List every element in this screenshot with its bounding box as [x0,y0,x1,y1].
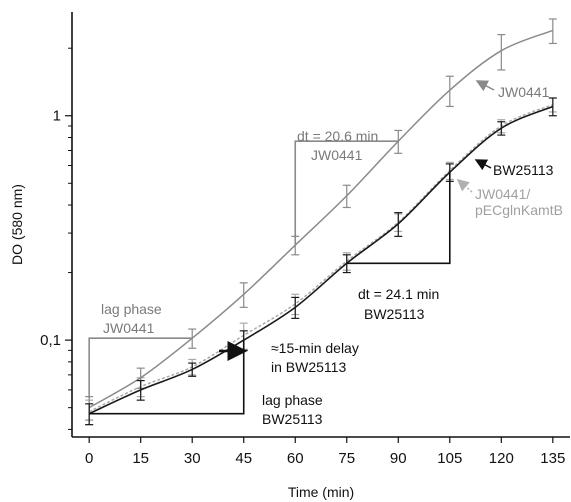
doubling-time-bw-line1: dt = 24.1 min [358,286,439,302]
doubling-time-jw-line1: dt = 20.6 min [297,128,378,144]
bracket-doubling-jw [294,140,399,246]
lag-bw-line2: BW25113 [262,411,323,427]
label-jw0441-plasmid-2: pECglnKamtB [475,202,563,218]
series-line [88,105,554,415]
x-tick-label: 45 [235,450,252,467]
bracket-lag-bw [89,340,245,415]
lag-jw-line1: lag phase [101,301,162,317]
x-tick-label: 60 [287,450,304,467]
arrow-jw0441-plasmid [456,179,473,193]
arrow-jw0441 [475,80,495,92]
series-layer [85,18,557,426]
label-jw0441: JW0441 [498,84,550,100]
delay-line2: in BW25113 [271,359,346,375]
annotation-brackets [88,140,451,415]
y-axis-title: DO (580 nm) [9,184,25,265]
axes: 0 15 30 45 60 75 90 105 120 135 0,1 1 Time (min) DO (… [9,12,570,500]
x-tick-label: 0 [85,450,93,467]
x-tick-label: 105 [437,450,462,467]
x-tick-label: 75 [338,450,355,467]
x-tick-label: 135 [540,450,565,467]
y-tick-label: 0,1 [40,332,61,349]
series-line [88,104,554,413]
arrow-bw25113 [474,159,492,171]
y-tick-label: 1 [53,108,61,125]
lag-jw-line2: JW0441 [103,320,155,336]
x-tick-label: 90 [390,450,407,467]
lag-bw-line1: lag phase [262,392,323,408]
x-tick-label: 120 [489,450,514,467]
delay-line1: ≈15-min delay [271,340,359,356]
x-tick-label: 30 [184,450,201,467]
label-jw0441-plasmid-1: JW0441/ [475,186,530,202]
label-bw25113: BW25113 [493,162,554,178]
doubling-time-jw-line2: JW0441 [311,147,363,163]
doubling-time-bw-line2: BW25113 [364,306,425,322]
x-tick-label: 15 [132,450,149,467]
x-axis-title: Time (min) [288,484,354,500]
bracket-doubling-bw [346,172,451,265]
series-1 [85,97,557,426]
series-line [88,29,554,409]
bracket-lag-jw [88,337,193,399]
